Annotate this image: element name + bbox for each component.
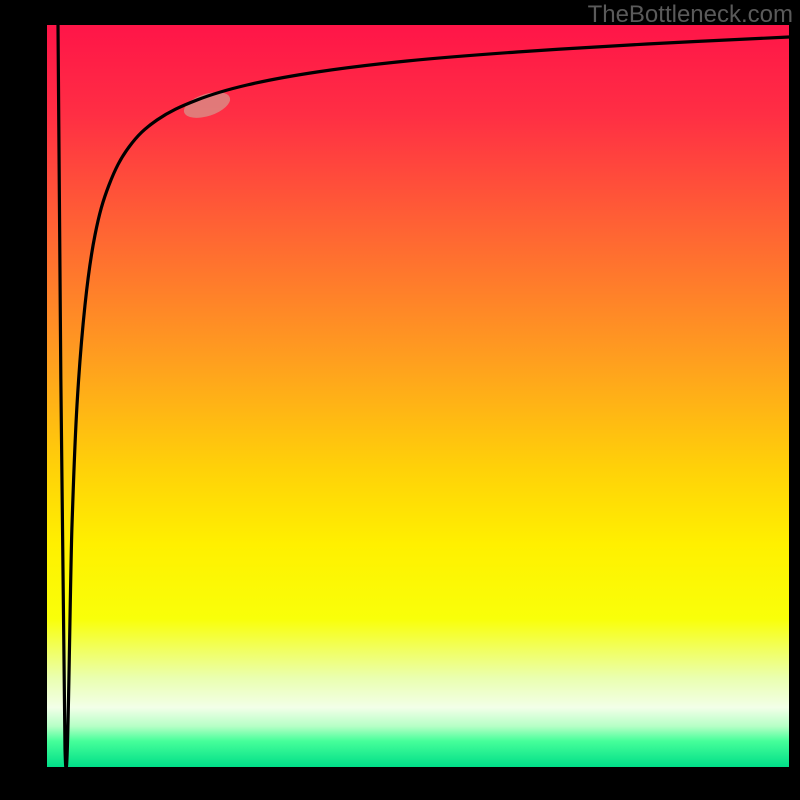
plot-area (47, 25, 789, 767)
curve-layer (47, 25, 789, 767)
chart-stage: TheBottleneck.com (0, 0, 800, 800)
bottleneck-curve (58, 25, 789, 767)
watermark-text: TheBottleneck.com (588, 1, 793, 29)
